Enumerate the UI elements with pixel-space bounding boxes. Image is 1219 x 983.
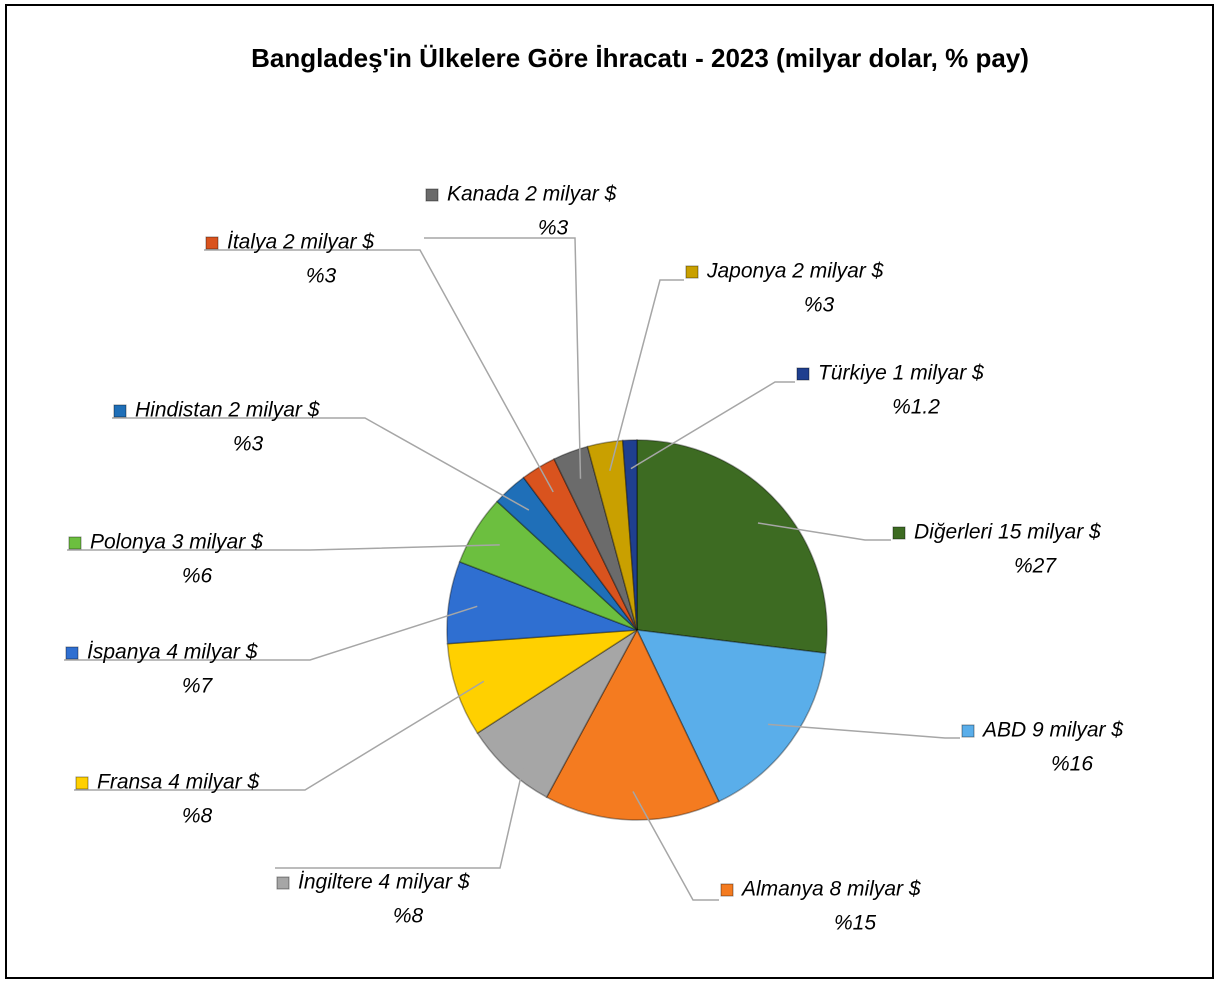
slice-label: Türkiye 1 milyar $	[818, 362, 984, 385]
legend-marker	[205, 236, 219, 250]
slice-value: %8	[393, 905, 424, 928]
pie-slice	[496, 476, 638, 631]
slice-label: Kanada 2 milyar $	[447, 183, 617, 206]
slice-label: Almanya 8 milyar $	[740, 878, 921, 901]
slice-value: %3	[306, 265, 337, 288]
leader-line	[609, 279, 684, 472]
slice-value: %16	[1051, 753, 1093, 776]
legend-marker	[961, 724, 975, 738]
slice-label: Diğerleri 15 milyar $	[914, 521, 1101, 544]
slice-label: Fransa 4 milyar $	[97, 771, 260, 794]
pie-slice	[635, 629, 827, 803]
leader-line	[630, 381, 795, 470]
pie-slice	[458, 500, 638, 631]
pie-slice	[545, 628, 720, 821]
slice-value: %6	[182, 565, 213, 588]
legend-marker	[113, 404, 127, 418]
pie-slice	[446, 629, 638, 735]
pie-slice	[476, 629, 638, 799]
leader-line	[67, 544, 500, 551]
slice-label: İngiltere 4 milyar $	[298, 871, 470, 894]
leader-line	[204, 249, 554, 493]
legend-marker	[796, 367, 810, 381]
leader-line	[74, 680, 485, 791]
slice-label: İtalya 2 milyar $	[227, 231, 374, 254]
leader-line	[112, 417, 530, 511]
pie-slice	[522, 458, 638, 631]
leader-line	[757, 522, 891, 541]
leader-line	[275, 748, 529, 869]
slice-label: ABD 9 milyar $	[981, 719, 1123, 742]
slice-label: Polonya 3 milyar $	[90, 531, 263, 554]
legend-marker	[425, 188, 439, 202]
leader-line	[64, 605, 478, 661]
slice-value: %7	[182, 675, 214, 698]
slice-value: %3	[233, 433, 264, 456]
legend-marker	[75, 776, 89, 790]
slice-label: Japonya 2 milyar $	[706, 260, 884, 283]
pie-slice	[586, 439, 638, 631]
slice-value: %27	[1014, 555, 1057, 578]
legend-marker	[65, 646, 79, 660]
pie-slice	[636, 439, 828, 655]
slice-value: %3	[538, 217, 569, 240]
legend-marker	[276, 876, 290, 890]
chart-title: Bangladeş'in Ülkelere Göre İhracatı - 20…	[251, 43, 1029, 73]
slice-label: Hindistan 2 milyar $	[135, 399, 320, 422]
legend-marker	[892, 526, 906, 540]
leader-line	[424, 237, 582, 479]
pie-slice	[553, 445, 638, 631]
legend-marker	[68, 536, 82, 550]
slice-value: %1.2	[892, 396, 940, 419]
legend-marker	[685, 265, 699, 279]
pie-slice	[446, 560, 638, 645]
pie-slice	[621, 439, 638, 631]
leader-line	[632, 791, 719, 901]
slice-label: İspanya 4 milyar $	[87, 641, 258, 664]
slice-value: %3	[804, 294, 835, 317]
slice-value: %8	[182, 805, 213, 828]
slice-value: %15	[834, 912, 876, 935]
legend-marker	[720, 883, 734, 897]
leader-line	[768, 723, 960, 739]
